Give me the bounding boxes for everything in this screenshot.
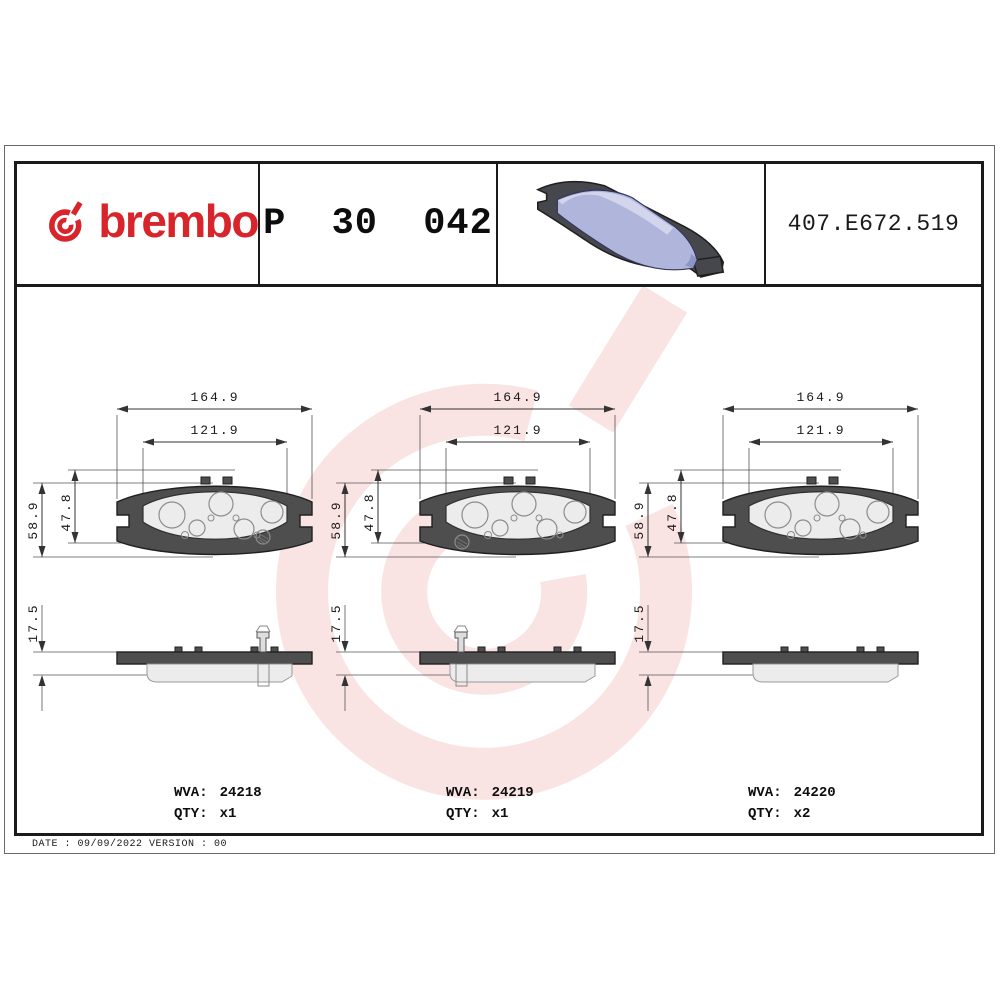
dim-width-total: 164.9 bbox=[493, 390, 542, 405]
dim-width-total: 164.9 bbox=[190, 390, 239, 405]
qty-value: x1 bbox=[491, 806, 509, 822]
header-row: brembo P 30 042 407.E672.519 bbox=[17, 164, 981, 287]
dim-thickness: 17.5 bbox=[632, 603, 647, 642]
wva-value: 24218 bbox=[219, 785, 262, 801]
part-info-2: WVA: 24219 QTY: x1 bbox=[446, 783, 534, 825]
main-box: brembo P 30 042 407.E672.519 bbox=[14, 161, 984, 836]
wva-label: WVA: bbox=[446, 785, 480, 801]
part-number-cell: P 30 042 bbox=[260, 164, 498, 284]
part-info-3: WVA: 24220 QTY: x2 bbox=[748, 783, 836, 825]
dim-width-pad: 121.9 bbox=[190, 423, 239, 438]
qty-value: x2 bbox=[793, 806, 811, 822]
brembo-logo-icon bbox=[49, 201, 83, 242]
brake-pad-photo bbox=[535, 180, 725, 278]
dim-height-total: 58.9 bbox=[632, 500, 647, 539]
pad-group-3: 164.9 121.9 58.9 47.8 17.5 WVA: 24220 QTY… bbox=[631, 385, 934, 830]
qty-label: QTY: bbox=[446, 806, 480, 822]
wva-label: WVA: bbox=[748, 785, 782, 801]
pad-drawing-1: 164.9 121.9 58.9 47.8 17.5 bbox=[26, 390, 313, 712]
sheet-frame bbox=[4, 145, 995, 854]
pad-drawing-2: 164.9 121.9 58.9 47.8 17.5 bbox=[329, 390, 616, 712]
part-number: P 30 042 bbox=[263, 203, 493, 245]
dim-height-total: 58.9 bbox=[329, 500, 344, 539]
wva-value: 24220 bbox=[793, 785, 836, 801]
dim-height-total: 58.9 bbox=[26, 500, 41, 539]
wva-label: WVA: bbox=[174, 785, 208, 801]
dim-thickness: 17.5 bbox=[329, 603, 344, 642]
dim-width-pad: 121.9 bbox=[493, 423, 542, 438]
product-photo-cell bbox=[498, 164, 766, 284]
reference-code: 407.E672.519 bbox=[787, 211, 960, 237]
qty-value: x1 bbox=[219, 806, 237, 822]
part-info-1: WVA: 24218 QTY: x1 bbox=[174, 783, 262, 825]
date-version-line: DATE : 09/09/2022 VERSION : 00 bbox=[32, 839, 228, 850]
qty-label: QTY: bbox=[174, 806, 208, 822]
dim-thickness: 17.5 bbox=[26, 603, 41, 642]
pad-group-2: 164.9 121.9 58.9 47.8 17.5 WVA: 24219 QTY… bbox=[328, 385, 631, 830]
reference-cell: 407.E672.519 bbox=[766, 164, 981, 284]
qty-label: QTY: bbox=[748, 806, 782, 822]
dim-width-pad: 121.9 bbox=[796, 423, 845, 438]
pad-drawing-3: 164.9 121.9 58.9 47.8 17.5 bbox=[632, 390, 919, 712]
wva-value: 24219 bbox=[491, 785, 534, 801]
dim-height-pad: 47.8 bbox=[59, 492, 74, 531]
brembo-wordmark: brembo bbox=[98, 195, 259, 247]
pad-group-1: 164.9 121.9 58.9 47.8 17.5 WVA: 24218 QTY… bbox=[25, 385, 328, 830]
logo-cell: brembo bbox=[17, 164, 260, 284]
dim-height-pad: 47.8 bbox=[362, 492, 377, 531]
dim-width-total: 164.9 bbox=[796, 390, 845, 405]
dim-height-pad: 47.8 bbox=[665, 492, 680, 531]
